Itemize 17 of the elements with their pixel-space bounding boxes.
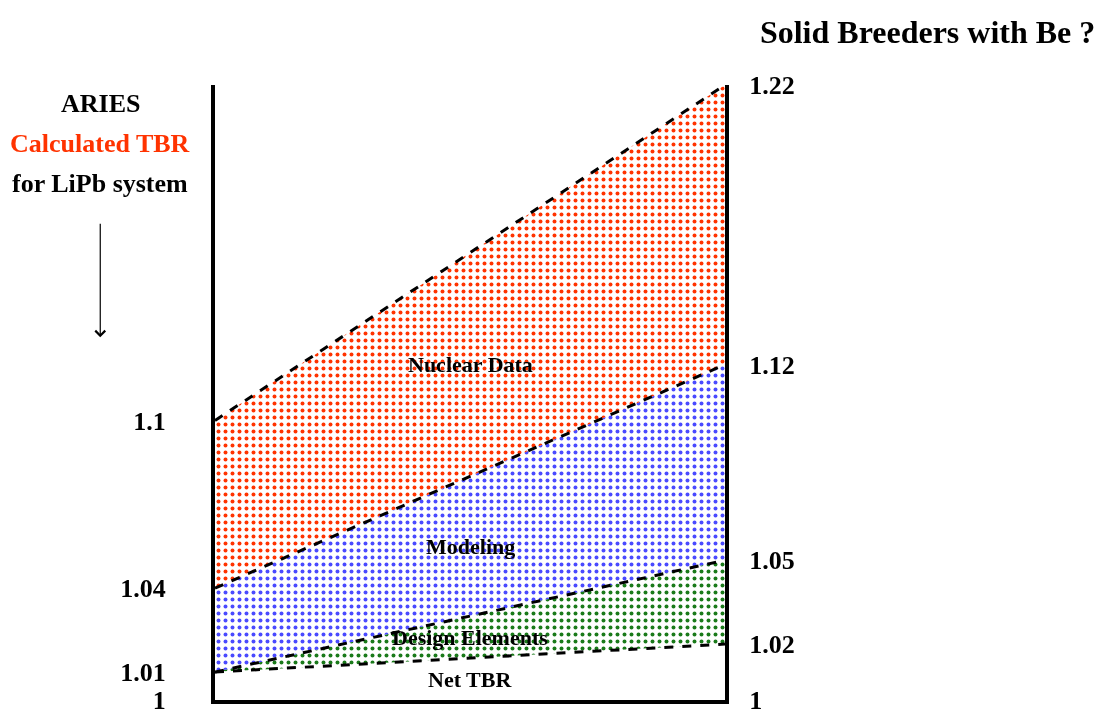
annotation: ARIES [61, 89, 141, 118]
annotation: Calculated TBR [10, 129, 190, 158]
y2-tick-label: 1.02 [749, 630, 795, 660]
series-label: Nuclear Data [408, 352, 533, 377]
y2-tick-label: 1.22 [749, 71, 795, 101]
y2-tick-label: 1.05 [749, 546, 795, 576]
y2-tick-label: 1 [749, 686, 763, 716]
series-label: Design Elements [392, 625, 549, 650]
y-tick-label: 1.01 [120, 658, 166, 688]
y-tick-label: 1 [152, 686, 166, 716]
annotation: for LiPb system [12, 169, 189, 198]
y-tick-label: 1.1 [133, 406, 166, 436]
chart-title: Solid Breeders with Be ? [759, 14, 1096, 51]
y2-tick-label: 1.12 [749, 350, 795, 380]
y-tick-label: 1.04 [120, 574, 166, 604]
series-label: Net TBR [428, 667, 513, 692]
series-label: Modeling [426, 534, 516, 559]
